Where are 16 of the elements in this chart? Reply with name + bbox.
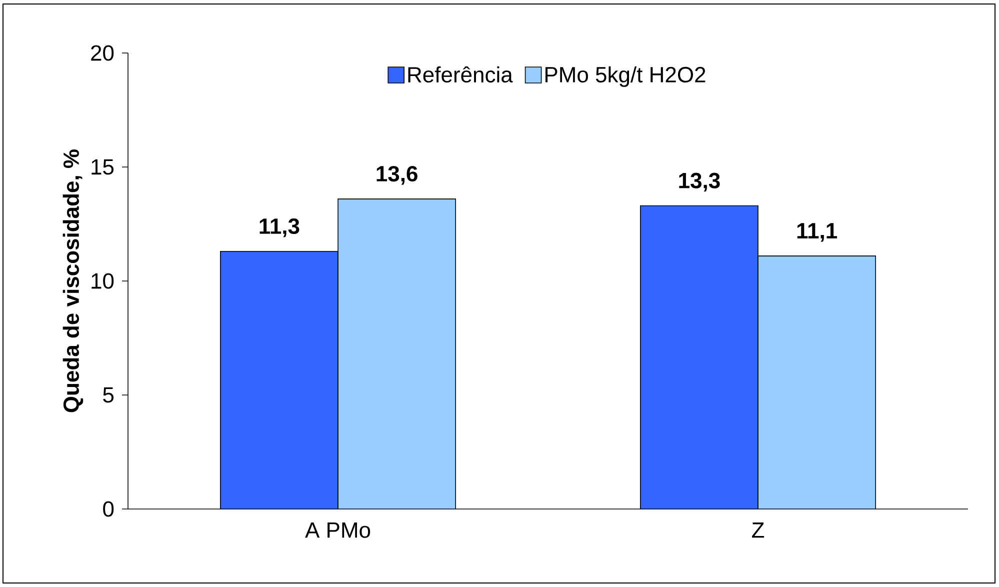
x-tick-label: A PMo (305, 522, 370, 538)
bar (758, 256, 876, 509)
y-tick-label: 0 (103, 501, 114, 517)
y-tick-label: 5 (103, 387, 114, 403)
legend-label: Referência (408, 66, 513, 83)
data-label: 11,3 (260, 218, 300, 238)
data-label: 13,3 (679, 172, 720, 192)
y-axis-title: Queda de viscosidade, % (62, 150, 84, 412)
x-tick-label: Z (752, 522, 764, 538)
y-tick-label: 15 (92, 159, 114, 175)
data-label: 11,1 (797, 223, 837, 242)
bar (338, 198, 456, 509)
data-label: 13,6 (376, 166, 418, 185)
y-tick-label: 10 (92, 273, 114, 289)
legend-label: PMo 5kg/t H2O2 (545, 66, 706, 87)
y-tick-label: 20 (91, 45, 114, 61)
